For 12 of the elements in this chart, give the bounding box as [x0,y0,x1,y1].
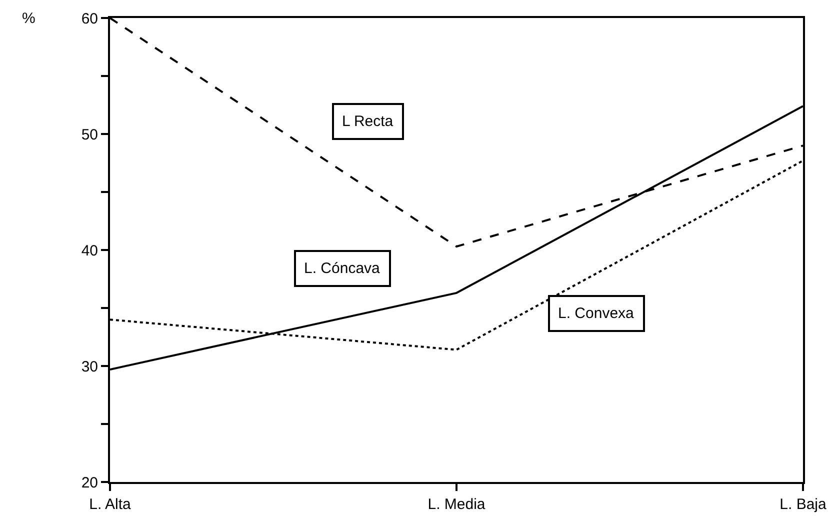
y-tick-label: 30 [81,358,98,376]
x-tick-label: L. Alta [89,496,132,513]
y-tick-label: 60 [81,10,98,28]
y-tick-label: 50 [81,126,98,144]
x-tick-label: L. Media [428,496,486,513]
x-tick-label: L. Baja [780,496,828,513]
text: L. Cóncava [304,260,381,277]
series-label: L. Convexa [558,305,635,322]
y-tick-label: 20 [81,474,98,492]
y-tick-label: 40 [81,242,98,260]
y-axis-title: % [22,10,36,27]
text: L Recta [342,113,394,130]
